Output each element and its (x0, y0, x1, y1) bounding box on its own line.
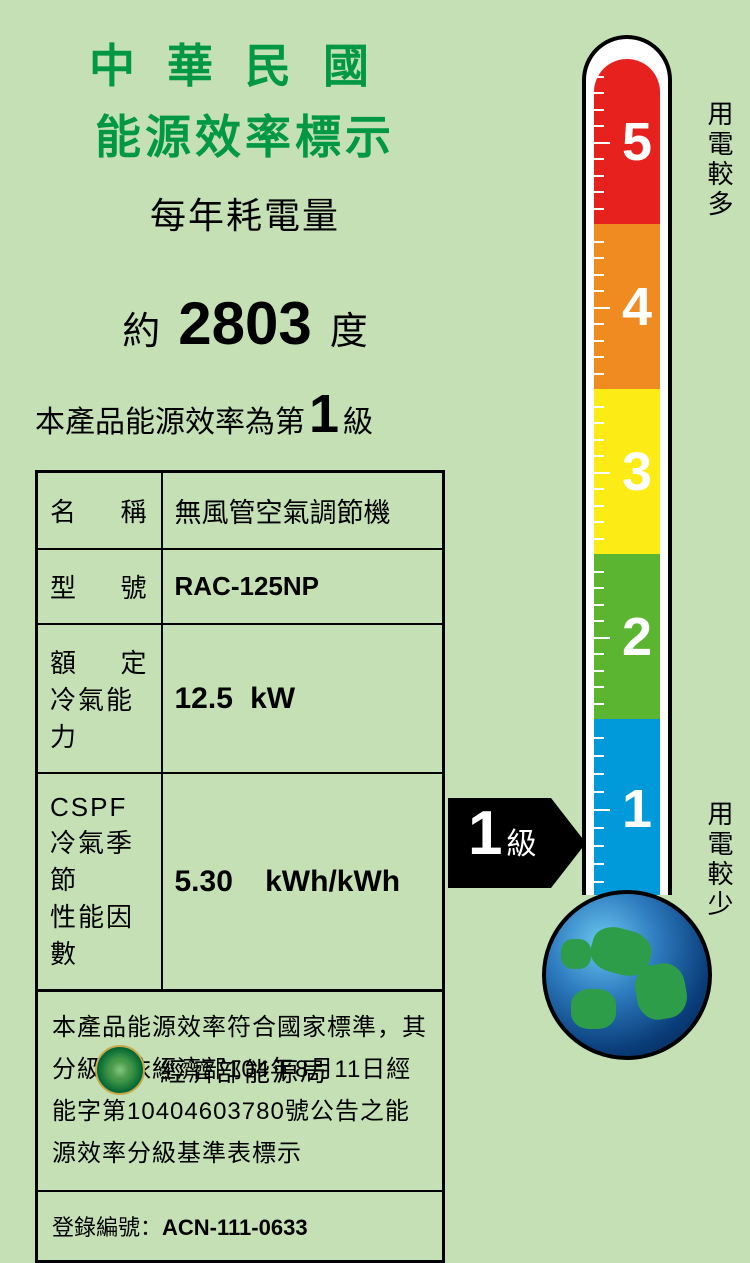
cspf-value: 5.30 kWh/kWh (162, 773, 444, 991)
consumption-value: 2803 (178, 289, 311, 358)
registration-number: 登錄編號：ACN-111-0633 (35, 1192, 445, 1263)
efficiency-grade-line: 本產品能源效率為第 1 級 (35, 383, 455, 445)
thermo-level-2: 2 (594, 554, 660, 719)
footer: 經濟部能源局 (95, 1045, 328, 1095)
grade-prefix: 本產品能源效率為第 (35, 397, 305, 441)
thermo-level-3: 3 (594, 389, 660, 554)
title-label: 能源效率標示 (35, 101, 455, 167)
efficiency-thermometer: 54321 (562, 35, 692, 1035)
annual-consumption: 約 2803 度 (35, 289, 455, 358)
grade-suffix: 級 (343, 397, 373, 441)
table-row: 型號 RAC-125NP (37, 549, 444, 624)
thermo-level-5: 5 (594, 59, 660, 224)
subtitle: 每年耗電量 (35, 187, 455, 239)
label-more-power: 用電較多 (701, 100, 738, 220)
thermo-level-4: 4 (594, 224, 660, 389)
bureau-name: 經濟部能源局 (160, 1052, 328, 1089)
model-number: RAC-125NP (162, 549, 444, 624)
thermometer-tube: 54321 (582, 35, 672, 895)
consumption-prefix: 約 (122, 300, 160, 355)
title-country: 中華民國 (35, 30, 455, 96)
grade-number: 1 (309, 383, 339, 445)
table-row: 名稱 無風管空氣調節機 (37, 472, 444, 550)
bureau-seal-icon (95, 1045, 145, 1095)
consumption-suffix: 度 (330, 300, 368, 355)
table-row: 額定 冷氣能力 12.5 kW (37, 624, 444, 773)
table-row: CSPF 冷氣季節 性能因數 5.30 kWh/kWh (37, 773, 444, 991)
arrow-grade-unit: 級 (506, 819, 536, 863)
label-less-power: 用電較少 (701, 800, 738, 920)
spec-table: 名稱 無風管空氣調節機 型號 RAC-125NP 額定 冷氣能力 12.5 kW… (35, 470, 445, 992)
globe-icon (542, 890, 712, 1060)
product-name: 無風管空氣調節機 (162, 472, 444, 550)
cooling-capacity: 12.5 kW (162, 624, 444, 773)
arrow-grade-number: 1 (468, 798, 502, 869)
thermo-level-1: 1 (594, 719, 660, 895)
